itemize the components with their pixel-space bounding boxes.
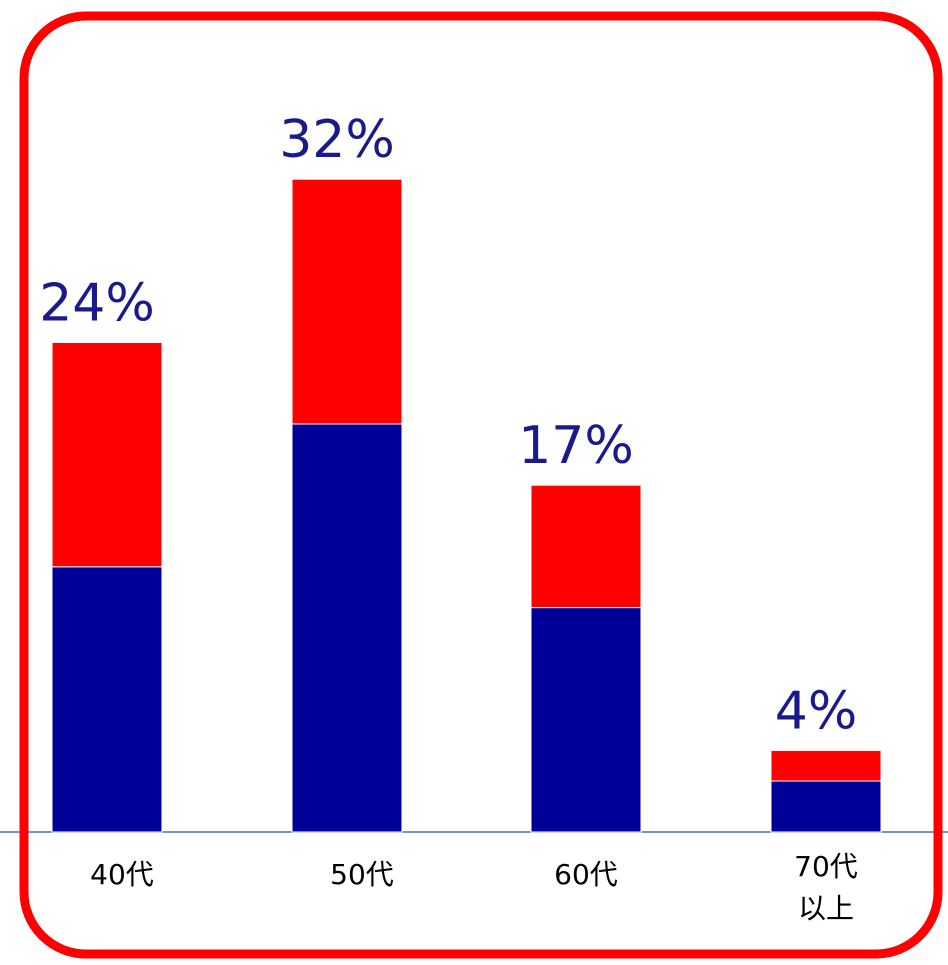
x-tick-label: 60代	[554, 858, 618, 891]
x-tick-label: 50代	[330, 858, 394, 891]
x-tick-label: 70代以上	[794, 850, 858, 925]
value-label: 32%	[279, 110, 395, 170]
bar-segment	[291, 423, 403, 833]
value-label: 4%	[775, 681, 858, 741]
bar-segment	[51, 341, 163, 568]
bar-segment	[530, 484, 642, 609]
bar-segment	[770, 780, 882, 833]
x-tick-label: 40代	[90, 858, 154, 891]
bar-segment	[291, 178, 403, 425]
value-label: 24%	[39, 273, 155, 333]
highlight-frame	[19, 11, 943, 959]
bar-segment	[770, 749, 882, 782]
bar-segment	[51, 566, 163, 833]
value-label: 17%	[518, 416, 634, 476]
bar-segment	[530, 607, 642, 833]
